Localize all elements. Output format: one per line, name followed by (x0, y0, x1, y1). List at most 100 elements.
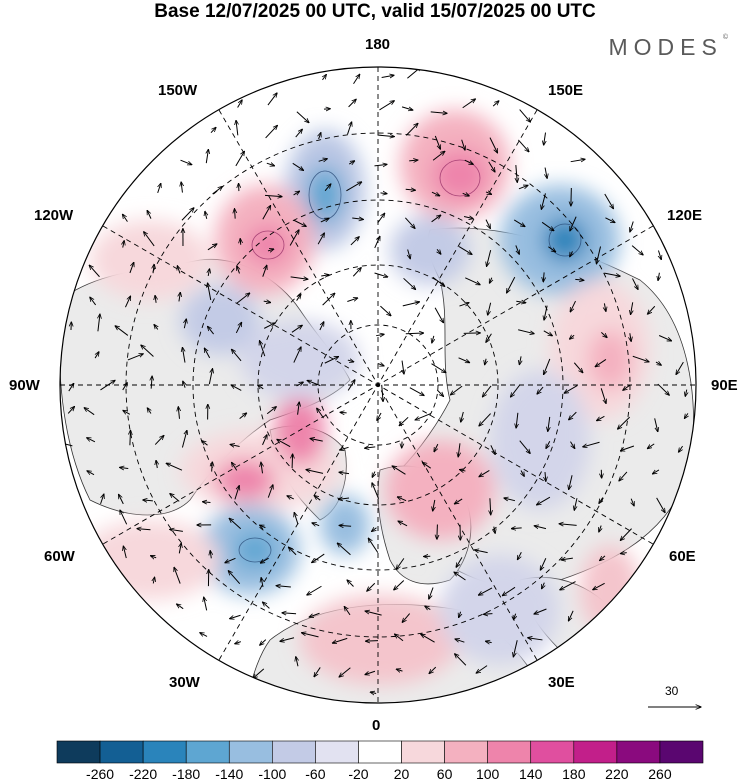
wind-vector (461, 411, 464, 422)
wind-vector (394, 580, 405, 590)
wind-vector (237, 100, 243, 108)
colorbar-tick-label: 60 (436, 766, 453, 782)
wind-vector (332, 637, 348, 643)
wind-vector (68, 383, 74, 392)
wind-vector (262, 435, 267, 446)
wind-vector (374, 272, 388, 277)
wind-vector (658, 335, 671, 341)
wind-vector (235, 642, 241, 644)
wind-vector (464, 159, 473, 164)
wind-vector (366, 641, 379, 642)
wind-vector (597, 415, 605, 420)
wind-vector (545, 472, 546, 481)
wind-vector (307, 585, 322, 595)
wind-vector (517, 139, 529, 152)
wind-vector (231, 385, 242, 391)
wind-vector (137, 529, 151, 530)
colorbar-swatch (573, 740, 618, 764)
wind-vector (260, 525, 266, 527)
wind-vector (203, 502, 211, 503)
wind-vector (292, 162, 304, 170)
wind-vector (155, 295, 156, 303)
wind-vector (123, 241, 124, 248)
polar-map (59, 66, 697, 704)
wind-vector (98, 314, 100, 332)
wind-vector (574, 498, 577, 510)
wind-vector (324, 357, 339, 364)
wind-vector (153, 264, 154, 274)
colorbar-swatch (358, 740, 402, 764)
lon-label-90e: 90E (711, 377, 738, 394)
wind-vector (236, 293, 250, 304)
wind-vector (392, 466, 406, 475)
wind-vector (260, 639, 267, 646)
wind-vector (320, 218, 329, 223)
wind-vector (430, 112, 447, 113)
wind-vector (208, 269, 209, 277)
lon-label-30e: 30E (548, 674, 575, 691)
wind-vector (347, 122, 351, 135)
colorbar-tick-label: -100 (258, 766, 287, 782)
wind-vector (431, 215, 441, 223)
colorbar (56, 740, 704, 764)
wind-vector (322, 75, 326, 81)
wind-vector (262, 265, 267, 277)
wind-vector (280, 637, 295, 642)
wind-vector (347, 380, 355, 391)
colorbar-tick-label: -60 (305, 766, 326, 782)
wind-vector (147, 408, 151, 414)
wind-vector (294, 512, 299, 525)
reference-vector-arrow (648, 700, 706, 714)
wind-vector (263, 301, 271, 302)
colorbar-swatch (99, 740, 144, 764)
wind-vector (570, 251, 573, 256)
colorbar-swatch (142, 740, 187, 764)
wind-vector (631, 245, 643, 255)
wind-vector (374, 164, 387, 166)
wind-vector (347, 580, 354, 587)
wind-vector (405, 123, 418, 136)
wind-vector (619, 471, 628, 481)
wind-vector (656, 497, 665, 513)
wind-vector (306, 470, 324, 474)
lon-label-60w: 60W (44, 548, 75, 565)
wind-vector (431, 363, 446, 373)
wind-vector (261, 462, 263, 474)
wind-vector (620, 553, 627, 554)
wind-vector (458, 246, 472, 255)
anomaly-blob (390, 215, 470, 285)
wind-vector (158, 183, 161, 194)
wind-vector (265, 125, 278, 139)
wind-vector (141, 345, 154, 357)
wind-vector (208, 283, 212, 301)
wind-vector (425, 606, 431, 609)
wind-vector (521, 470, 524, 476)
wind-vector (372, 471, 375, 478)
wind-vector (181, 430, 187, 448)
wind-vector (352, 218, 363, 219)
wind-vector (200, 633, 208, 637)
wind-vector (296, 111, 309, 123)
wind-vector (174, 567, 181, 584)
wind-vector (593, 582, 605, 589)
wind-vector (542, 582, 545, 589)
wind-vector (368, 538, 379, 553)
wind-vector (409, 387, 424, 396)
wind-vector (515, 245, 519, 254)
wind-vector (396, 558, 405, 569)
wind-vector (154, 325, 158, 330)
contour-lines (238, 159, 582, 563)
wind-vector (340, 447, 349, 450)
wind-vector (595, 359, 607, 366)
wind-vector (210, 551, 211, 559)
wind-vector (202, 441, 208, 446)
wind-vector (143, 500, 153, 501)
wind-vector (154, 435, 164, 445)
wind-vector (630, 221, 634, 232)
wind-vector (541, 193, 546, 209)
wind-vector (365, 611, 382, 616)
wind-vector (620, 445, 635, 451)
wind-vector (314, 667, 321, 676)
wind-vector (492, 101, 499, 107)
wind-vector (317, 233, 324, 245)
